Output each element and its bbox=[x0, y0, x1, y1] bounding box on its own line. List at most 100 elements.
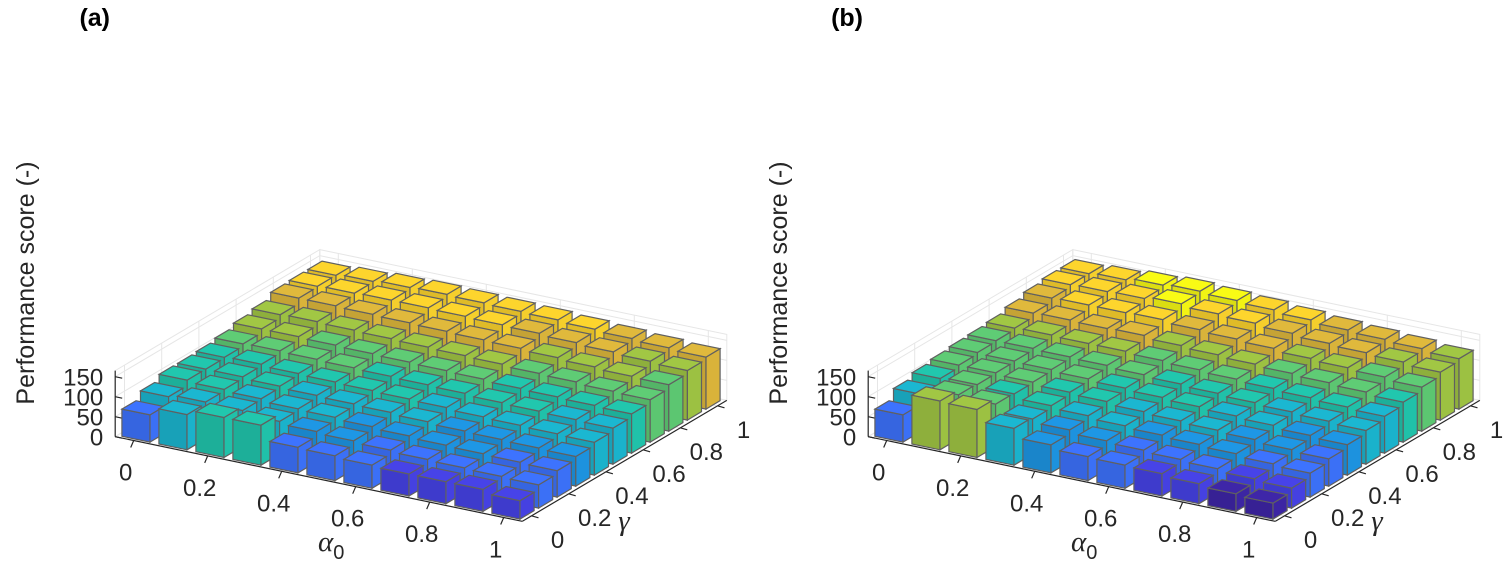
bar-face-top bbox=[250, 335, 296, 352]
bar-face-top bbox=[1021, 320, 1068, 336]
bar-face-top bbox=[1040, 377, 1086, 393]
bar-face-top bbox=[250, 371, 296, 387]
bar-face-top bbox=[416, 430, 462, 446]
bar-face-top bbox=[527, 455, 573, 472]
bar-face-top bbox=[305, 402, 351, 418]
bar-face-top bbox=[1206, 401, 1253, 417]
bar-face-top bbox=[490, 447, 536, 463]
bar-face-top bbox=[231, 383, 277, 400]
bar-face-top bbox=[1058, 441, 1104, 458]
panel-b: 0 50 100 150 0 0.2 0.4 0.6 0.8 1 0 0.2 0.4 0.6 0.8 1 (b)… bbox=[753, 0, 1505, 563]
panel-label: (b) bbox=[831, 4, 863, 32]
bar-face-top bbox=[1021, 354, 1068, 371]
bar-face-top bbox=[1299, 444, 1345, 460]
bar-face-top bbox=[639, 369, 685, 386]
bar-face-top bbox=[1299, 406, 1345, 422]
alpha0-tick-label: 0.8 bbox=[405, 521, 438, 548]
bar-face-top bbox=[1206, 364, 1253, 380]
bar-face-top bbox=[676, 342, 722, 358]
bar-face-top bbox=[268, 358, 315, 375]
bar-face-top bbox=[1336, 337, 1383, 354]
bar-face-top bbox=[1114, 320, 1160, 337]
bar-face-top bbox=[287, 271, 334, 287]
bar-face-top bbox=[947, 337, 994, 354]
bar-face-top bbox=[1040, 305, 1086, 321]
bar bbox=[1095, 450, 1141, 490]
bar-face-top bbox=[379, 347, 426, 363]
bar-face-top bbox=[379, 384, 426, 400]
bar-face-top bbox=[343, 266, 389, 283]
bar-face-top bbox=[1132, 458, 1178, 475]
bar-face-top bbox=[324, 315, 370, 331]
bar-face-top bbox=[1244, 294, 1290, 311]
bar bbox=[490, 485, 536, 521]
alpha0-tick-label: 0 bbox=[119, 460, 132, 487]
bar bbox=[194, 402, 240, 459]
bar-face-top bbox=[1355, 362, 1401, 378]
bar-face-top bbox=[620, 384, 666, 401]
bar-face-top bbox=[398, 292, 445, 309]
bar-face-top bbox=[528, 342, 574, 359]
bar-face-top bbox=[194, 342, 241, 358]
bar-face-top bbox=[1077, 313, 1123, 330]
bar-face-front bbox=[232, 418, 262, 466]
bar-face-front bbox=[911, 394, 941, 451]
bar-face-top bbox=[1225, 349, 1271, 365]
bar-face-side bbox=[1439, 362, 1456, 422]
bar-face-top bbox=[546, 327, 593, 344]
bar-face-top bbox=[1355, 324, 1401, 340]
bar-face-top bbox=[397, 444, 444, 461]
bars bbox=[873, 258, 1475, 521]
bar-face-top bbox=[435, 301, 482, 317]
bar-face-top bbox=[472, 309, 519, 326]
bar-face-top bbox=[1262, 358, 1308, 375]
bar-face-top bbox=[1244, 333, 1290, 349]
bar-face-top bbox=[1207, 324, 1253, 340]
bar-face-top bbox=[398, 406, 444, 423]
bar-face-top bbox=[1243, 448, 1289, 465]
alpha0-tick-label: 1 bbox=[489, 537, 502, 563]
gamma-axis-line bbox=[521, 399, 728, 522]
bar-face-top bbox=[268, 432, 314, 448]
bar-face-top bbox=[342, 450, 388, 466]
bar-face-top bbox=[435, 416, 481, 432]
bar-face-top bbox=[1261, 473, 1308, 489]
bar bbox=[120, 400, 166, 444]
bar bbox=[416, 466, 462, 505]
bar-face-top bbox=[1040, 269, 1087, 286]
bar-face-top bbox=[269, 283, 315, 299]
bar-face-top bbox=[1040, 342, 1086, 358]
bar-face-top bbox=[1077, 350, 1123, 367]
bar-face-top bbox=[1002, 404, 1049, 420]
panel-a: 0 50 100 150 0 0.2 0.4 0.6 0.8 1 0 0.2 0.4 0.6 0.8 1 (a)… bbox=[0, 0, 752, 563]
bar-face-top bbox=[175, 387, 222, 403]
bar-face-top bbox=[1059, 258, 1105, 275]
bar-face-top bbox=[1280, 458, 1326, 474]
bar-face-top bbox=[1095, 410, 1141, 427]
bar-face-top bbox=[398, 369, 444, 386]
bar-face-top bbox=[454, 288, 500, 304]
bar-face-top bbox=[1151, 330, 1197, 347]
bar-face-top bbox=[361, 361, 407, 377]
bar-face-top bbox=[1336, 415, 1382, 432]
bar-face-top bbox=[620, 346, 667, 362]
alpha0-axis-line bbox=[115, 436, 523, 522]
bar-face-top bbox=[416, 392, 463, 409]
bar bbox=[157, 399, 203, 451]
bar-face-top bbox=[1243, 488, 1289, 504]
gamma-tick-label: 0.8 bbox=[1443, 439, 1476, 466]
bar-face-top bbox=[528, 305, 574, 321]
bar-face-top bbox=[1169, 468, 1215, 485]
bar-face-top bbox=[1225, 424, 1271, 441]
bar-face-top bbox=[947, 369, 993, 386]
bar-face-top bbox=[435, 340, 481, 357]
bar-face-top bbox=[417, 279, 463, 296]
bar-face-top bbox=[306, 260, 352, 276]
gamma-tick-label: 0.6 bbox=[1405, 461, 1438, 488]
bar-face-top bbox=[1169, 354, 1216, 371]
bar-face-top bbox=[305, 367, 352, 383]
bar-face-top bbox=[1188, 299, 1235, 315]
bar-face-top bbox=[1224, 463, 1271, 480]
bar bbox=[1021, 430, 1067, 474]
